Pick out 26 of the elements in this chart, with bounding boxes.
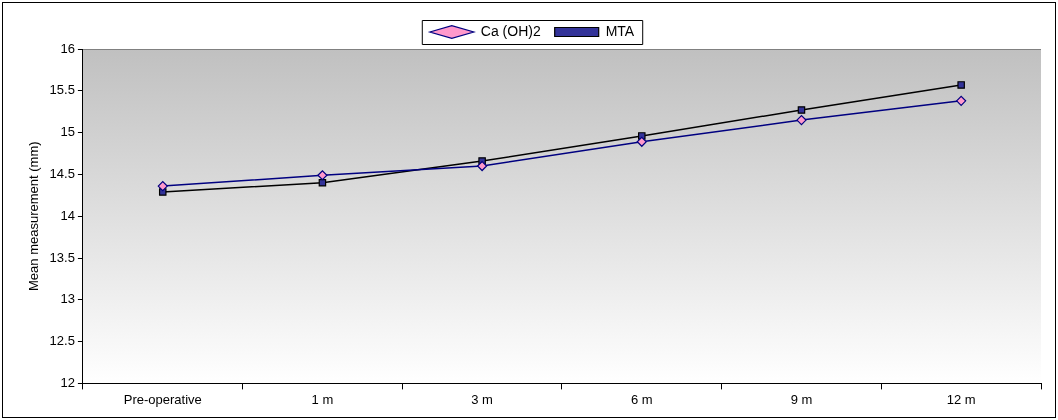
point xyxy=(477,160,488,172)
point xyxy=(318,178,327,187)
x-tick-label: 6 m xyxy=(630,391,653,407)
y-tick-label: 14.5 xyxy=(49,165,75,181)
point xyxy=(797,106,806,114)
x-tick-label: 1 m xyxy=(311,391,334,407)
y-tick-label: 15 xyxy=(60,124,75,140)
y-tick-label: 12.5 xyxy=(49,333,75,349)
y-axis-title: Mean measurement (mm) xyxy=(26,141,42,291)
x-tick-label: 12 m xyxy=(946,391,976,407)
y-tick-label: 14 xyxy=(60,207,75,223)
x-tick-label: 9 m xyxy=(790,391,813,407)
point xyxy=(956,95,967,106)
y-tick-label: 16 xyxy=(60,40,75,56)
point xyxy=(317,170,328,181)
y-tick-label: 13.5 xyxy=(49,249,75,265)
legend-label: Ca (OH)2 xyxy=(480,22,541,39)
point xyxy=(957,81,965,89)
legend-label: MTA xyxy=(605,22,635,39)
y-tick-label: 12 xyxy=(60,374,75,390)
y-tick-label: 15.5 xyxy=(49,82,75,98)
point xyxy=(636,136,647,147)
point xyxy=(157,181,168,192)
x-tick-label: Pre-operative xyxy=(123,391,202,407)
x-tick-label: 3 m xyxy=(471,391,493,407)
y-tick-label: 13 xyxy=(60,291,75,307)
